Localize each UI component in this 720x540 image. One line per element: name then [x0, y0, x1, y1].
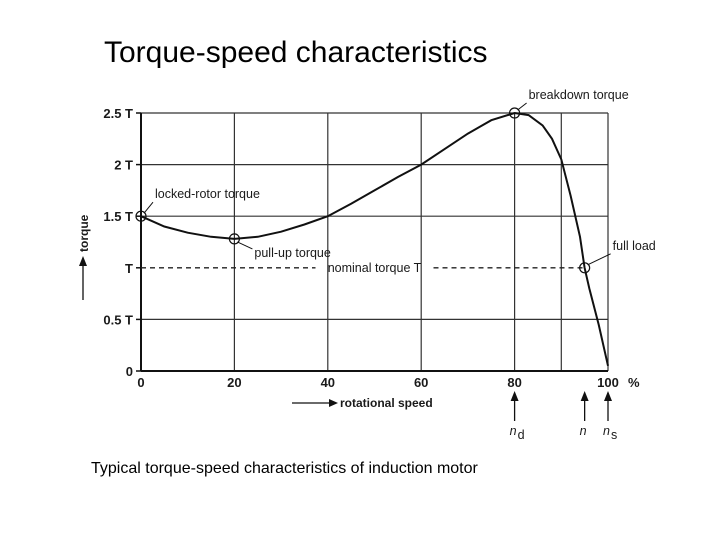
speed-marker-sub: s — [611, 428, 617, 442]
point-marker — [579, 262, 591, 274]
x-tick-label: 40 — [321, 375, 335, 390]
tick-labels: 0 20 40 60 80 100 % 0 0.5 T T 1.5 T 2 T 2.5 T — [103, 106, 640, 390]
axes — [140, 113, 608, 372]
y-tick-label: 0.5 T — [103, 312, 133, 327]
x-unit-label: % — [628, 375, 640, 390]
annotation-leader — [517, 102, 527, 111]
x-tick-label: 80 — [507, 375, 521, 390]
x-tick-label: 20 — [227, 375, 241, 390]
point-marker — [135, 210, 147, 222]
y-axis-label: torque — [77, 214, 91, 252]
nominal-torque-group: nominal torque T — [141, 261, 585, 275]
annotation-label: full load — [613, 239, 656, 253]
x-axis-label: rotational speed — [340, 396, 433, 410]
speed-marker-sub: d — [518, 428, 525, 442]
y-axis-arrowhead — [79, 256, 87, 266]
annotation-leader — [587, 253, 611, 266]
speed-arrow-head — [510, 391, 519, 401]
y-tick-label: T — [125, 261, 133, 276]
x-tick-label: 60 — [414, 375, 428, 390]
annotation-label: breakdown torque — [529, 88, 629, 102]
speed-arrow-head — [580, 391, 589, 401]
annotation-leader — [237, 241, 253, 250]
torque-curve — [140, 111, 609, 367]
series-group — [140, 111, 609, 367]
annotation-leader — [143, 201, 154, 214]
grid — [141, 112, 609, 371]
point-marker — [508, 107, 521, 119]
y-tick-label: 0 — [126, 364, 133, 379]
speed-marker-label: n — [580, 424, 587, 438]
slide-caption: Typical torque-speed characteristics of … — [91, 460, 478, 477]
annotation-label: pull-up torque — [254, 246, 330, 260]
annotation-label: locked-rotor torque — [155, 187, 260, 201]
axis-labels: rotational speed torque — [77, 214, 433, 410]
x-tick-label: 100 — [597, 375, 619, 390]
speed-marker-label: n — [510, 424, 517, 438]
speed-arrow-head — [604, 391, 612, 401]
speed-marker-label: n — [603, 424, 610, 438]
y-tick-label: 2.5 T — [103, 106, 133, 121]
x-tick-label: 0 — [137, 375, 144, 390]
slide-title: Torque-speed characteristics — [104, 36, 488, 69]
x-axis-arrowhead — [329, 399, 338, 407]
annotations: locked-rotor torque pull-up torque breakdo… — [135, 88, 656, 274]
y-tick-label: 2 T — [114, 158, 133, 173]
point-marker — [228, 233, 240, 245]
y-tick-label: 1.5 T — [103, 209, 133, 224]
nominal-torque-label: nominal torque T — [328, 261, 422, 275]
